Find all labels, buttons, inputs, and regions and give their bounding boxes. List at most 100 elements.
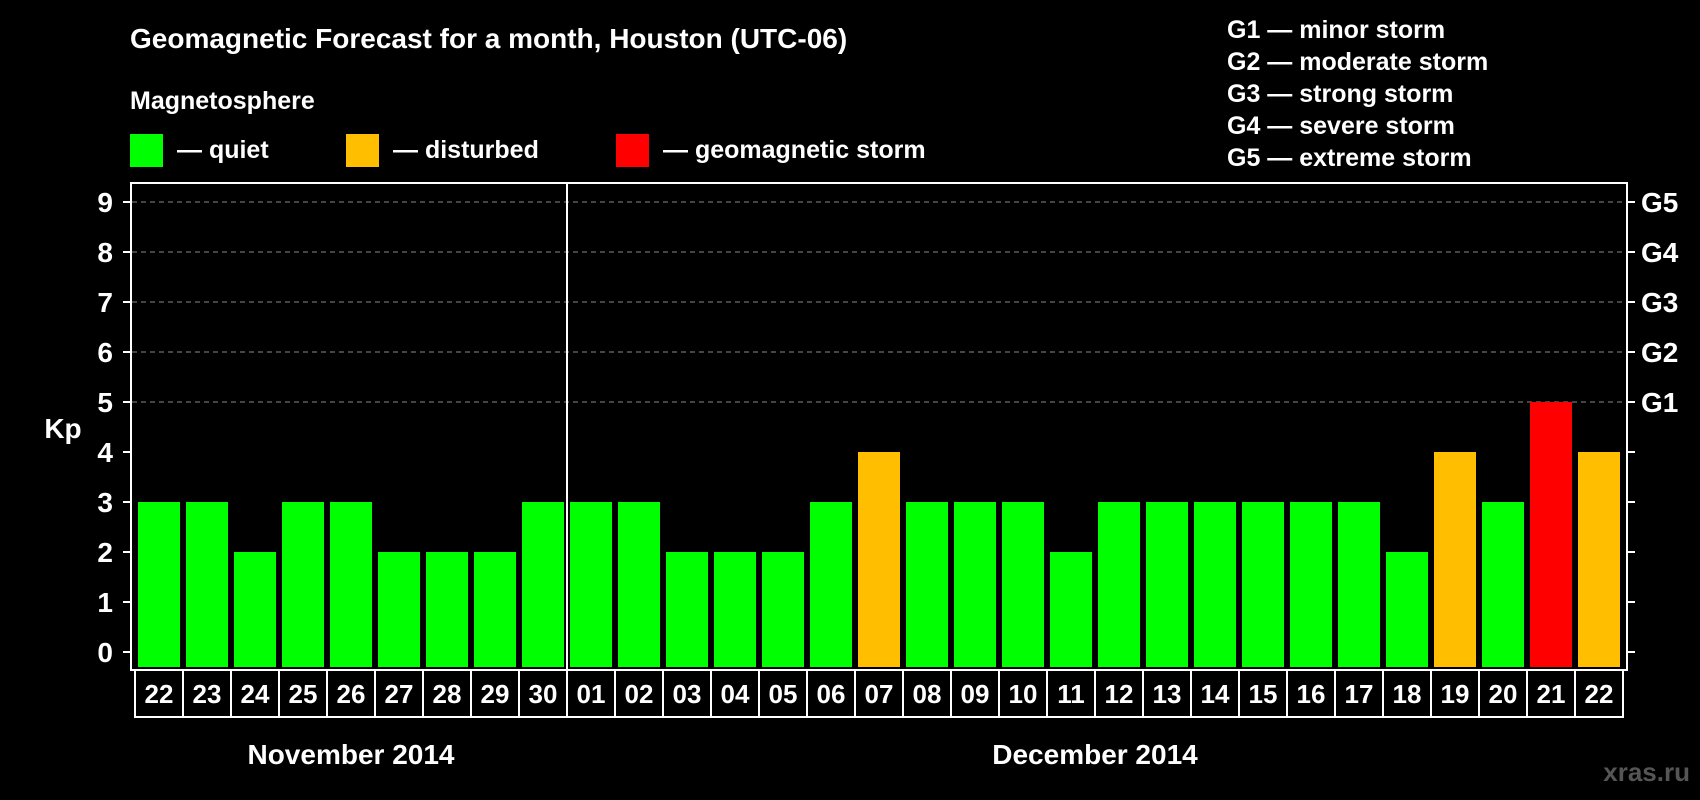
kp-bar xyxy=(426,552,468,667)
kp-bar xyxy=(1578,452,1620,667)
storm-level-label: G5 xyxy=(1641,187,1678,218)
kp-bar xyxy=(1530,402,1572,667)
date-label: 21 xyxy=(1537,679,1566,709)
kp-bar xyxy=(282,502,324,667)
date-label: 24 xyxy=(241,679,270,709)
date-label: 06 xyxy=(817,679,846,709)
date-label: 15 xyxy=(1249,679,1278,709)
kp-bar xyxy=(1290,502,1332,667)
date-label: 02 xyxy=(625,679,654,709)
kp-bar xyxy=(714,552,756,667)
storm-scale-item: G2 — moderate storm xyxy=(1227,48,1488,76)
y-tick-label: 4 xyxy=(97,437,113,468)
storm-scale-item: G4 — severe storm xyxy=(1227,112,1455,140)
kp-bar xyxy=(522,502,564,667)
date-label: 08 xyxy=(913,679,942,709)
legend-swatch xyxy=(616,134,649,167)
y-axis-ticks: 0 1 2 3 4 5 6 7 8 9 xyxy=(97,187,1635,668)
kp-bar xyxy=(1386,552,1428,667)
date-label: 23 xyxy=(193,679,222,709)
date-label: 25 xyxy=(289,679,318,709)
kp-bar xyxy=(762,552,804,667)
legend-label: — quiet xyxy=(177,136,269,164)
kp-bar xyxy=(1242,502,1284,667)
month-label: November 2014 xyxy=(247,739,454,770)
chart-title: Geomagnetic Forecast for a month, Housto… xyxy=(130,23,847,54)
kp-bar xyxy=(378,552,420,667)
kp-bar xyxy=(954,502,996,667)
date-label: 22 xyxy=(1585,679,1614,709)
watermark: xras.ru xyxy=(1603,757,1690,787)
date-label: 16 xyxy=(1297,679,1326,709)
kp-bar xyxy=(1194,502,1236,667)
storm-scale-legend: G1 — minor storm G2 — moderate storm G3 — … xyxy=(1227,16,1488,172)
kp-bar xyxy=(1482,502,1524,667)
kp-bar xyxy=(186,502,228,667)
y-tick-label: 8 xyxy=(97,237,113,268)
y-tick-label: 0 xyxy=(97,637,113,668)
kp-bar xyxy=(138,502,180,667)
kp-bar xyxy=(1434,452,1476,667)
month-label: December 2014 xyxy=(992,739,1198,770)
date-label: 18 xyxy=(1393,679,1422,709)
storm-scale-item: G1 — minor storm xyxy=(1227,16,1445,44)
legend: — quiet — disturbed — geomagnetic storm xyxy=(130,134,926,167)
y-tick-label: 7 xyxy=(97,287,113,318)
storm-level-label: G2 xyxy=(1641,337,1678,368)
legend-label: — disturbed xyxy=(393,136,539,164)
date-label: 14 xyxy=(1201,679,1230,709)
date-label: 29 xyxy=(481,679,510,709)
date-label: 04 xyxy=(721,679,750,709)
bars xyxy=(138,402,1620,667)
storm-scale-item: G3 — strong storm xyxy=(1227,80,1453,108)
storm-level-label: G1 xyxy=(1641,387,1678,418)
date-row: 22 23 24 25 26 27 28 29 30 01 02 03 04 05 06 07 08 09 10 11… xyxy=(134,669,1624,718)
y-tick-label: 3 xyxy=(97,487,113,518)
kp-bar xyxy=(1002,502,1044,667)
storm-level-label: G3 xyxy=(1641,287,1678,318)
date-label: 28 xyxy=(433,679,462,709)
kp-bar xyxy=(810,502,852,667)
storm-scale-item: G5 — extreme storm xyxy=(1227,144,1472,172)
date-label: 03 xyxy=(673,679,702,709)
date-label: 10 xyxy=(1009,679,1038,709)
date-label: 30 xyxy=(529,679,558,709)
date-label: 07 xyxy=(865,679,894,709)
kp-bar xyxy=(666,552,708,667)
y-tick-label: 6 xyxy=(97,337,113,368)
y-tick-label: 9 xyxy=(97,187,113,218)
y-tick-label: 1 xyxy=(97,587,113,618)
date-row-frame xyxy=(134,669,1624,718)
storm-level-label: G4 xyxy=(1641,237,1679,268)
legend-label: — geomagnetic storm xyxy=(663,136,926,164)
kp-bar xyxy=(618,502,660,667)
date-label: 20 xyxy=(1489,679,1518,709)
y-axis-label: Kp xyxy=(44,413,81,444)
kp-bar xyxy=(858,452,900,667)
legend-title: Magnetosphere xyxy=(130,87,315,115)
legend-swatch xyxy=(346,134,379,167)
kp-bar xyxy=(1098,502,1140,667)
date-label: 05 xyxy=(769,679,798,709)
date-label: 09 xyxy=(961,679,990,709)
y-tick-label: 5 xyxy=(97,387,113,418)
date-label: 22 xyxy=(145,679,174,709)
y-tick-label: 2 xyxy=(97,537,113,568)
kp-bar xyxy=(1146,502,1188,667)
kp-bar xyxy=(330,502,372,667)
kp-bar xyxy=(570,502,612,667)
date-label: 01 xyxy=(577,679,606,709)
kp-bar xyxy=(1338,502,1380,667)
gridlines xyxy=(132,201,1626,403)
date-label: 26 xyxy=(337,679,366,709)
kp-bar xyxy=(1050,552,1092,667)
kp-bar xyxy=(474,552,516,667)
date-label: 12 xyxy=(1105,679,1134,709)
date-label: 27 xyxy=(385,679,414,709)
date-label: 19 xyxy=(1441,679,1470,709)
date-label: 17 xyxy=(1345,679,1374,709)
kp-bar xyxy=(906,502,948,667)
month-labels: November 2014 December 2014 xyxy=(247,739,1198,770)
date-label: 11 xyxy=(1057,679,1085,709)
